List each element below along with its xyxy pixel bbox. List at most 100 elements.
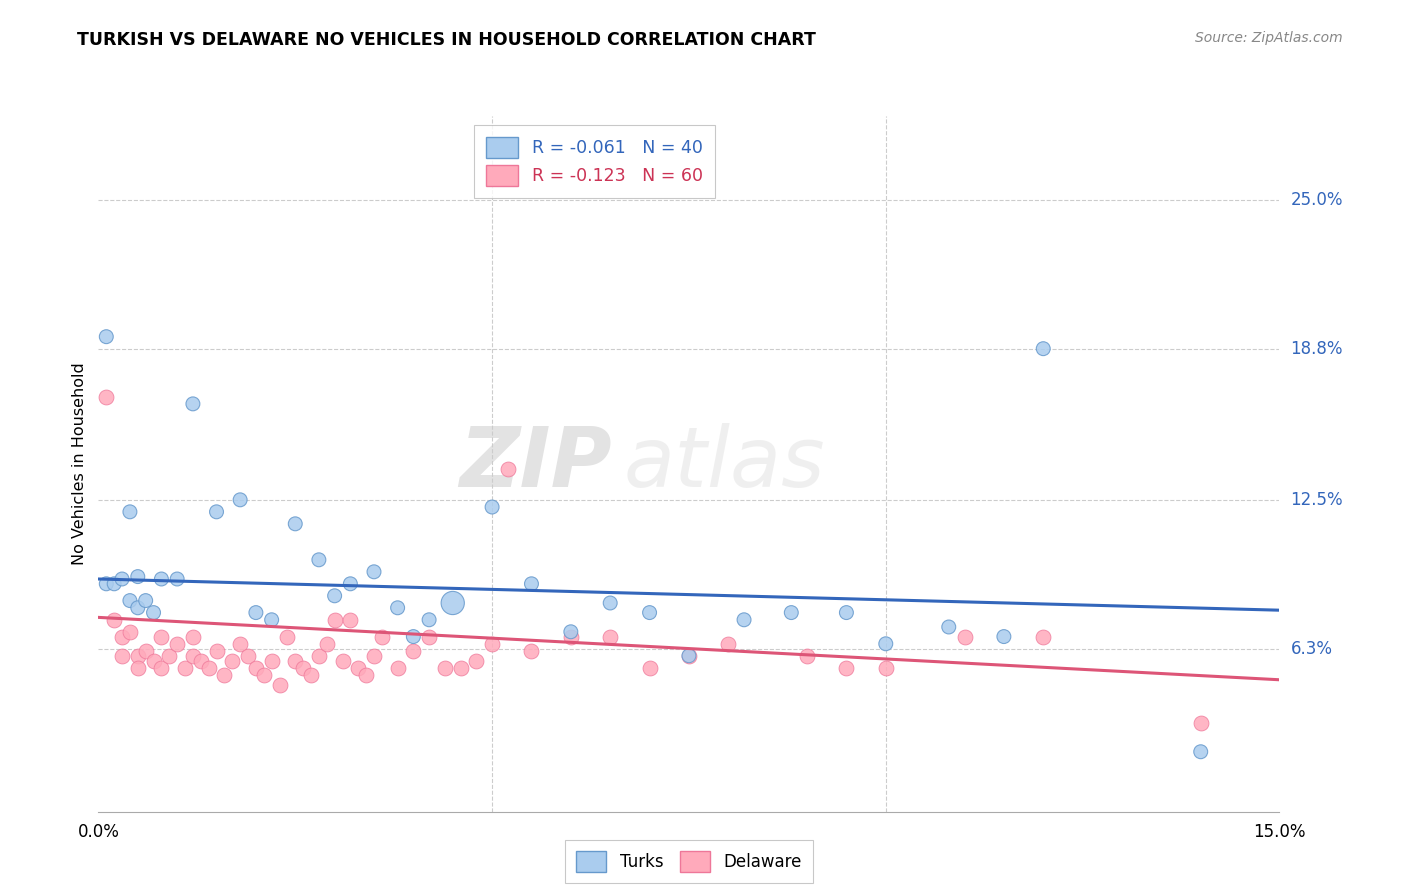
Point [465,654,488,668]
Point [284,654,307,668]
Point [205,505,228,519]
Point [111,648,134,663]
Point [354,668,377,682]
Text: 12.5%: 12.5% [1291,491,1343,508]
Point [142,606,165,620]
Point [308,648,330,663]
Point [953,630,976,644]
Point [520,644,543,658]
Text: 6.3%: 6.3% [1291,640,1333,657]
Point [520,576,543,591]
Point [214,668,236,682]
Point [166,637,188,651]
Point [150,630,173,644]
Point [174,661,197,675]
Point [127,648,149,663]
Point [245,606,267,620]
Point [347,661,370,675]
Point [166,572,188,586]
Point [96,329,118,343]
Text: atlas: atlas [624,424,825,504]
Point [135,644,157,658]
Point [450,661,472,675]
Point [402,630,425,644]
Point [269,677,291,691]
Point [560,630,582,644]
Point [118,593,141,607]
Point [796,648,818,663]
Point [363,648,385,663]
Point [560,624,582,639]
Point [481,500,503,514]
Point [181,397,204,411]
Point [875,661,897,675]
Point [190,654,212,668]
Point [599,596,621,610]
Point [323,589,346,603]
Point [339,576,361,591]
Point [236,648,259,663]
Point [127,600,149,615]
Point [127,569,149,583]
Point [135,593,157,607]
Point [678,648,700,663]
Point [111,630,134,644]
Point [229,492,252,507]
Text: 25.0%: 25.0% [1291,191,1343,209]
Point [205,644,228,658]
Text: 18.8%: 18.8% [1291,340,1343,358]
Point [339,613,361,627]
Point [835,606,858,620]
Point [1032,630,1054,644]
Point [433,661,456,675]
Point [1189,715,1212,730]
Point [363,565,385,579]
Point [157,648,180,663]
Point [315,637,337,651]
Point [245,661,267,675]
Point [418,613,440,627]
Point [1032,342,1054,356]
Point [441,596,464,610]
Point [332,654,354,668]
Point [118,505,141,519]
Point [276,630,298,644]
Point [496,461,519,475]
Point [733,613,755,627]
Point [118,624,141,639]
Point [308,553,330,567]
Point [835,661,858,675]
Point [221,654,243,668]
Point [150,661,173,675]
Text: ZIP: ZIP [460,424,612,504]
Point [253,668,276,682]
Point [299,668,322,682]
Point [142,654,165,668]
Point [323,613,346,627]
Point [599,630,621,644]
Point [780,606,803,620]
Point [111,572,134,586]
Point [418,630,440,644]
Point [197,661,219,675]
Point [284,516,307,531]
Point [229,637,252,651]
Legend: Turks, Delaware: Turks, Delaware [565,839,813,883]
Text: TURKISH VS DELAWARE NO VEHICLES IN HOUSEHOLD CORRELATION CHART: TURKISH VS DELAWARE NO VEHICLES IN HOUSE… [77,31,817,49]
Point [181,648,204,663]
Point [638,661,661,675]
Point [260,613,283,627]
Point [387,661,409,675]
Point [402,644,425,658]
Point [96,390,118,404]
Point [150,572,173,586]
Point [678,648,700,663]
Point [103,613,125,627]
Point [96,576,118,591]
Point [371,630,394,644]
Point [993,630,1015,644]
Point [260,654,283,668]
Point [875,637,897,651]
Point [638,606,661,620]
Point [127,661,149,675]
